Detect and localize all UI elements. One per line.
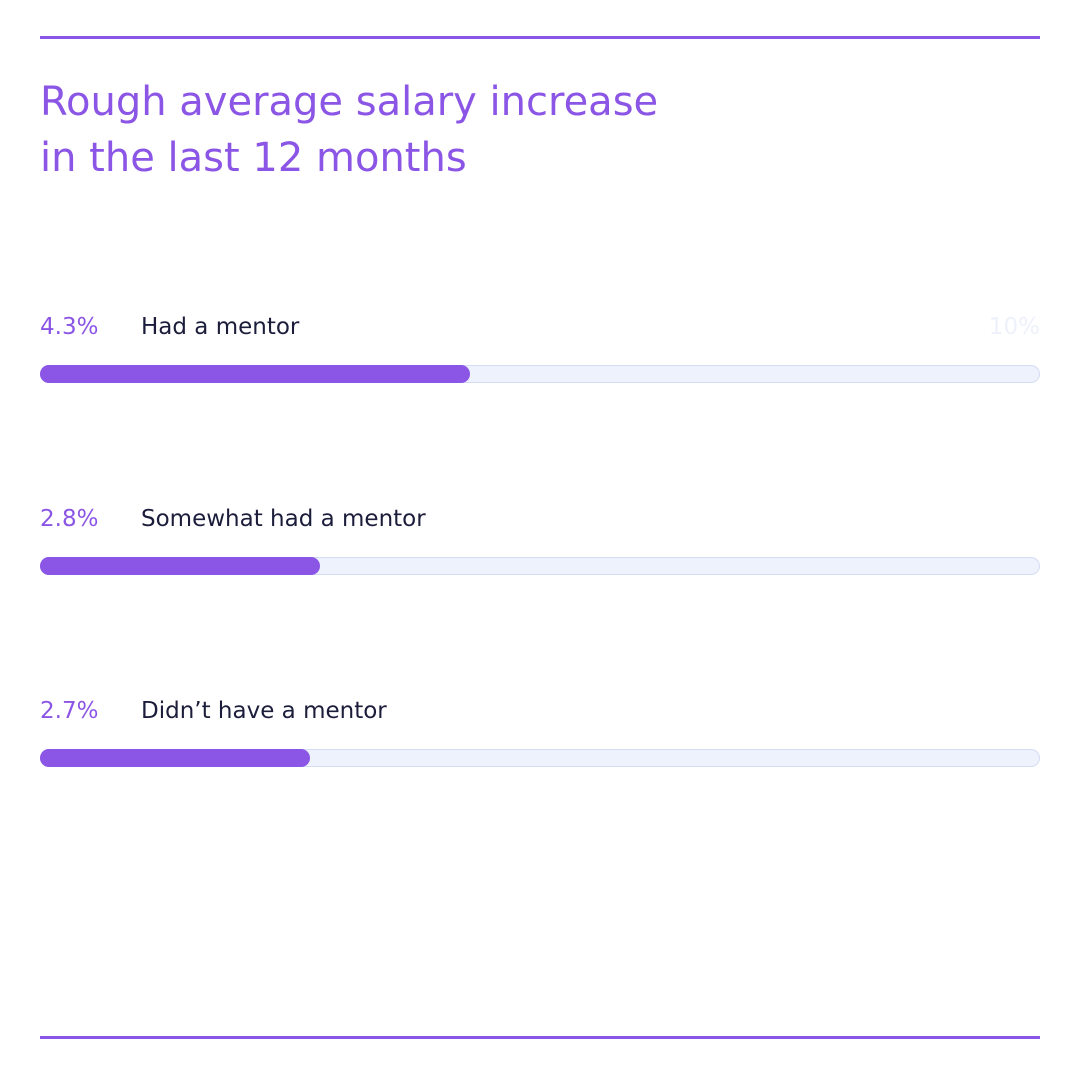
value-label: 2.7% <box>40 698 99 724</box>
category-label: Didn’t have a mentor <box>141 698 387 724</box>
x-tick-label: 10% <box>988 314 1040 340</box>
value-label: 2.8% <box>40 506 99 532</box>
bar <box>40 557 320 575</box>
chart-title: Rough average salary increase in the las… <box>40 79 659 181</box>
category-label: Somewhat had a mentor <box>141 506 426 532</box>
top-rule <box>40 36 1040 39</box>
value-label: 4.3% <box>40 314 99 340</box>
bottom-rule <box>40 1036 1040 1039</box>
category-label: Had a mentor <box>141 314 300 340</box>
bar <box>40 749 310 767</box>
bar <box>40 365 470 383</box>
